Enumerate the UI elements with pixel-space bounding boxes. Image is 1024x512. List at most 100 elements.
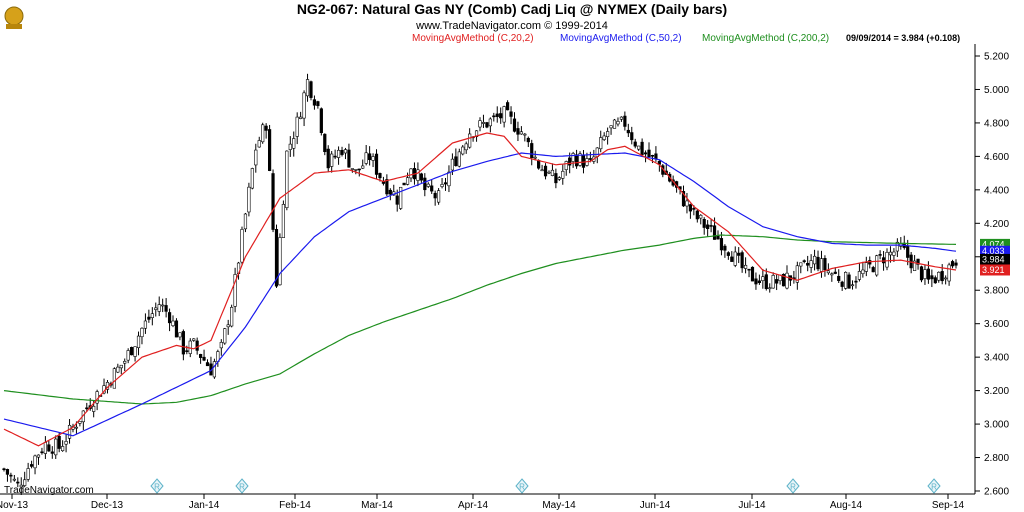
candle-body: [857, 271, 862, 280]
candle-body: [143, 320, 148, 329]
candle-body: [437, 190, 441, 203]
candle-body: [399, 186, 403, 209]
candle-body: [757, 280, 761, 284]
svg-text:3.984: 3.984: [982, 254, 1005, 264]
candle-body: [885, 252, 889, 268]
candle-body: [526, 137, 530, 143]
x-tick-label: Jan-14: [189, 500, 220, 511]
candle-body: [561, 170, 565, 179]
x-tick-label: Dec-13: [91, 500, 124, 511]
y-tick-label: 4.400: [984, 185, 1009, 196]
candle-body: [157, 304, 161, 312]
candle-body: [40, 451, 44, 454]
candle-body: [12, 478, 16, 481]
candle-body: [192, 338, 196, 341]
candle-body: [571, 153, 575, 162]
candle-body: [36, 454, 41, 458]
candle-body: [395, 195, 399, 205]
candle-body: [775, 279, 779, 284]
ma50-value-tag: 4.033: [980, 245, 1010, 257]
candle-body: [543, 165, 548, 177]
chart-subtitle: www.TradeNavigator.com © 1999-2014: [415, 20, 608, 32]
candle-body: [150, 313, 154, 318]
candle-body: [43, 442, 47, 454]
candle-body: [840, 281, 844, 287]
candle-body: [606, 131, 610, 137]
price-readout: 09/09/2014 = 3.984 (+0.108): [846, 33, 960, 43]
candle-body: [768, 287, 772, 290]
candle-body: [243, 213, 248, 230]
x-tick-label: Aug-14: [830, 500, 863, 511]
x-tick-label: Nov-13: [0, 500, 29, 511]
candle-body: [368, 153, 372, 161]
candle-body: [19, 484, 23, 488]
candle-body: [806, 262, 810, 266]
candle-body: [454, 156, 458, 167]
r-marker-glyph: R: [239, 483, 245, 492]
candle-body: [119, 364, 123, 369]
candle-body: [16, 481, 20, 484]
candle-body: [74, 426, 79, 429]
candle-body: [185, 350, 189, 352]
candle-body: [602, 135, 606, 140]
candle-body: [5, 469, 10, 475]
candle-body: [861, 269, 865, 275]
candle-body: [319, 108, 323, 134]
candle-body: [361, 165, 365, 169]
candle-body: [92, 405, 96, 412]
candle-body: [133, 346, 137, 357]
candle-body: [316, 101, 320, 107]
candle-body: [26, 468, 30, 480]
candle-body: [202, 356, 206, 361]
candle-body: [147, 316, 151, 320]
y-tick-label: 4.800: [984, 118, 1009, 129]
candle-body: [33, 455, 37, 469]
candle-body: [505, 102, 510, 111]
y-tick-label: 4.600: [984, 152, 1009, 163]
candle-body: [240, 229, 244, 263]
candle-body: [916, 258, 920, 265]
x-tick-label: Jul-14: [738, 500, 766, 511]
candle-body: [547, 171, 551, 174]
ma20-value-tag: 3.921: [980, 264, 1010, 276]
candle-body: [888, 251, 893, 256]
candle-body: [847, 274, 851, 289]
candle-body: [219, 342, 223, 349]
candle-body: [781, 273, 786, 287]
candle-body: [371, 156, 375, 161]
candle-body: [450, 158, 455, 171]
candle-body: [116, 366, 120, 373]
candle-body: [740, 252, 744, 269]
y-axis-ticks: 2.6002.8003.0003.2003.4003.6003.8004.000…: [975, 52, 1009, 498]
candle-body: [288, 143, 292, 150]
y-tick-label: 5.200: [984, 52, 1009, 63]
candle-body: [247, 186, 251, 213]
candle-body: [923, 269, 927, 279]
r-marker-glyph: R: [931, 483, 937, 492]
candle-body: [574, 154, 579, 167]
candle-body: [161, 304, 165, 307]
candle-body: [178, 332, 182, 338]
candle-body: [906, 246, 910, 258]
candle-body: [492, 115, 496, 118]
candle-body: [171, 320, 175, 327]
y-tick-label: 4.200: [984, 219, 1009, 230]
x-tick-label: Feb-14: [279, 500, 311, 511]
candle-body: [250, 168, 254, 189]
candle-body: [712, 225, 717, 240]
candle-body: [868, 260, 872, 265]
r-marker-icon: [927, 478, 941, 494]
candle-body: [181, 331, 185, 355]
candle-body: [285, 150, 289, 208]
candle-body: [64, 441, 68, 445]
candle-body: [557, 177, 561, 180]
candle-body: [461, 146, 465, 155]
candle-body: [568, 157, 572, 166]
candle-body: [913, 260, 917, 271]
r-marker-icon: [515, 478, 529, 494]
candle-body: [633, 141, 637, 147]
candle-body: [123, 361, 127, 364]
y-tick-label: 2.800: [984, 453, 1009, 464]
candle-body: [136, 335, 141, 349]
candle-body: [333, 155, 337, 158]
